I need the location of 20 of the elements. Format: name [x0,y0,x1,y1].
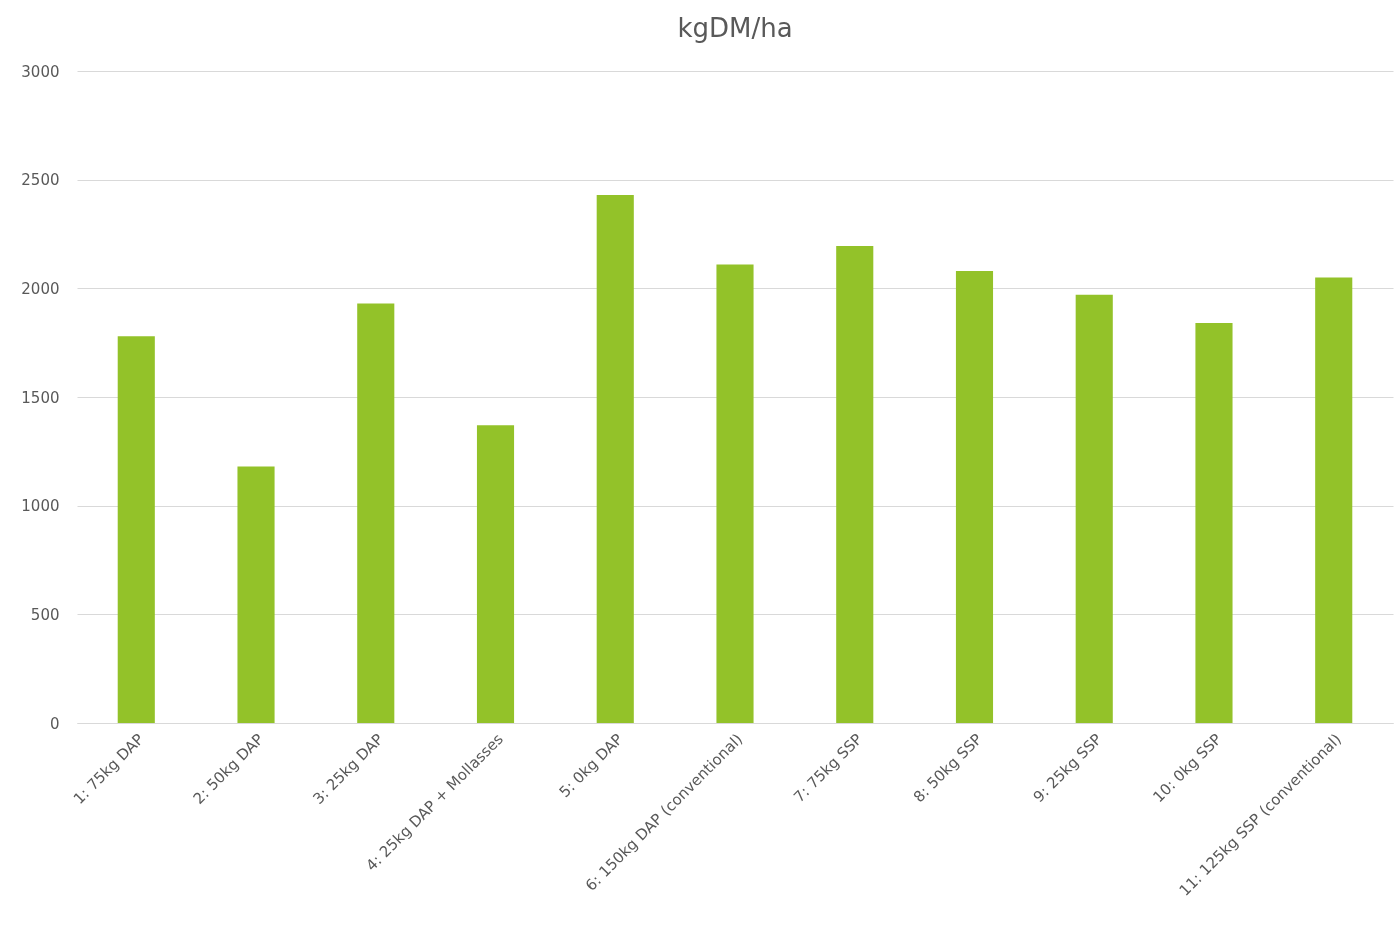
y-tick-label: 2000 [21,279,60,298]
bar [1195,323,1233,723]
x-tick-label: 10: 0kg SSP [1149,730,1226,807]
bar [1315,277,1353,723]
y-tick-label: 1500 [21,388,60,407]
bar [836,245,874,723]
chart-title: kgDM/ha [677,13,793,43]
bar [476,425,515,723]
bar [237,466,275,723]
bar [357,303,395,723]
y-tick-label: 500 [30,605,60,624]
y-tick-label: 2500 [21,171,60,190]
bar [1075,294,1113,723]
bar [716,264,754,723]
y-tick-label: 3000 [21,62,60,81]
bar [596,194,634,723]
bar [117,336,155,723]
y-tick-label: 1000 [21,497,60,516]
bar [955,270,994,723]
y-tick-label: 0 [49,714,60,733]
